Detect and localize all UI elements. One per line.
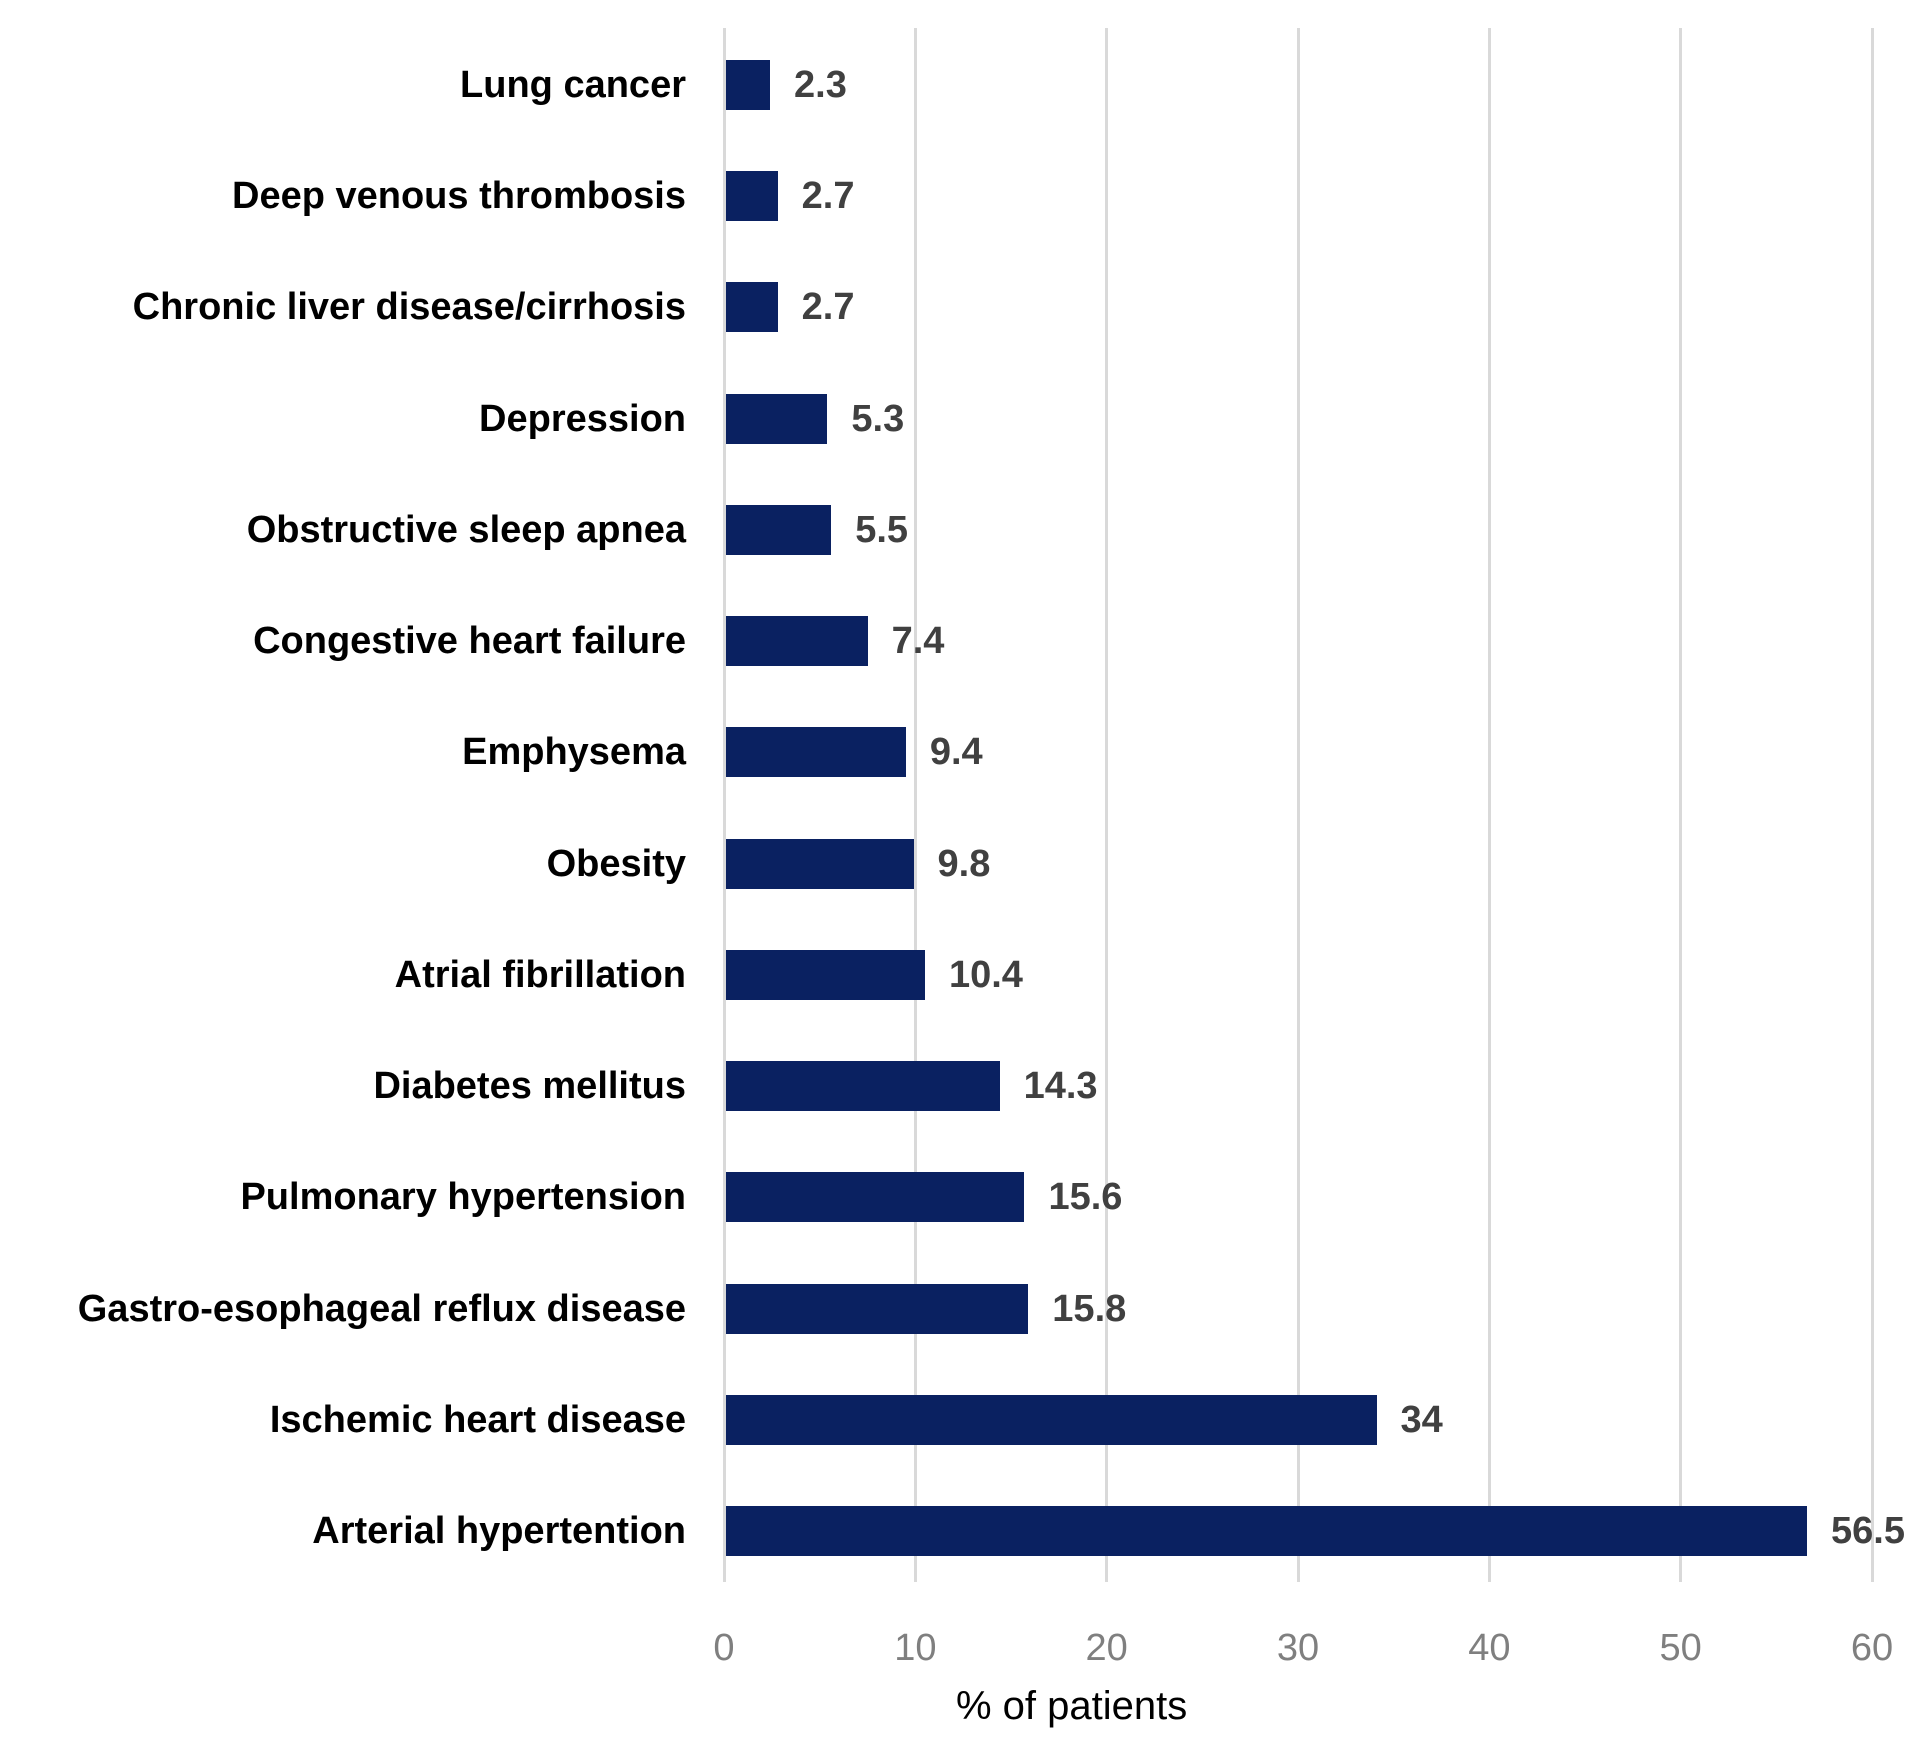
bar — [726, 616, 868, 667]
value-label: 9.4 — [929, 731, 983, 774]
gridline — [1870, 28, 1874, 1582]
bar — [726, 838, 914, 889]
x-tick-label: 30 — [1276, 1627, 1320, 1669]
bar — [726, 1505, 1808, 1556]
value-label: 5.5 — [855, 508, 909, 551]
value-label: 14.3 — [1023, 1065, 1098, 1108]
category-label: Ischemic heart disease — [269, 1398, 686, 1441]
x-tick-label: 0 — [713, 1627, 735, 1669]
value-label: 2.7 — [801, 286, 855, 329]
category-label: Pulmonary hypertension — [240, 1176, 686, 1219]
bar — [726, 60, 770, 110]
bar — [726, 727, 906, 778]
value-label: 56.5 — [1831, 1509, 1905, 1552]
x-tick-label: 60 — [1850, 1627, 1894, 1669]
x-tick-label: 50 — [1659, 1627, 1702, 1669]
x-axis-title: % of patients — [956, 1684, 1188, 1728]
category-label: Deep venous thrombosis — [232, 175, 686, 218]
bar — [726, 1283, 1029, 1334]
category-label: Chronic liver disease/cirrhosis — [132, 286, 686, 329]
gridline — [1296, 28, 1300, 1582]
bar — [726, 393, 828, 444]
gridline — [1105, 28, 1109, 1582]
bar — [726, 949, 925, 1000]
bar — [726, 1394, 1377, 1445]
value-label: 9.8 — [937, 842, 991, 885]
bar — [726, 1172, 1025, 1223]
bar — [726, 282, 778, 333]
x-tick-label: 20 — [1085, 1627, 1128, 1669]
bar — [726, 504, 832, 555]
gridline — [1679, 28, 1683, 1582]
bar — [726, 171, 778, 222]
category-label: Obstructive sleep apnea — [246, 508, 686, 551]
category-label: Lung cancer — [460, 64, 686, 106]
category-label: Diabetes mellitus — [373, 1065, 686, 1108]
gridline — [913, 28, 917, 1582]
bar — [726, 1061, 1000, 1112]
value-label: 15.8 — [1052, 1287, 1127, 1330]
value-label: 2.7 — [801, 175, 855, 218]
category-label: Obesity — [546, 842, 686, 885]
value-label: 2.3 — [794, 64, 847, 106]
value-label: 15.6 — [1048, 1176, 1123, 1219]
x-tick-label: 10 — [894, 1627, 937, 1669]
x-tick-label: 40 — [1468, 1627, 1511, 1669]
value-label: 10.4 — [948, 953, 1023, 996]
category-label: Atrial fibrillation — [394, 953, 686, 996]
category-label: Emphysema — [462, 731, 686, 774]
category-label: Gastro-esophageal reflux disease — [77, 1287, 686, 1330]
gridline — [722, 28, 726, 1582]
category-label: Congestive heart failure — [253, 620, 686, 663]
category-label: Arterial hypertention — [312, 1509, 686, 1552]
value-label: 7.4 — [891, 620, 945, 663]
value-label: 34 — [1400, 1398, 1443, 1441]
gridline — [1487, 28, 1491, 1582]
category-label: Depression — [479, 397, 686, 440]
value-label: 5.3 — [851, 397, 905, 440]
